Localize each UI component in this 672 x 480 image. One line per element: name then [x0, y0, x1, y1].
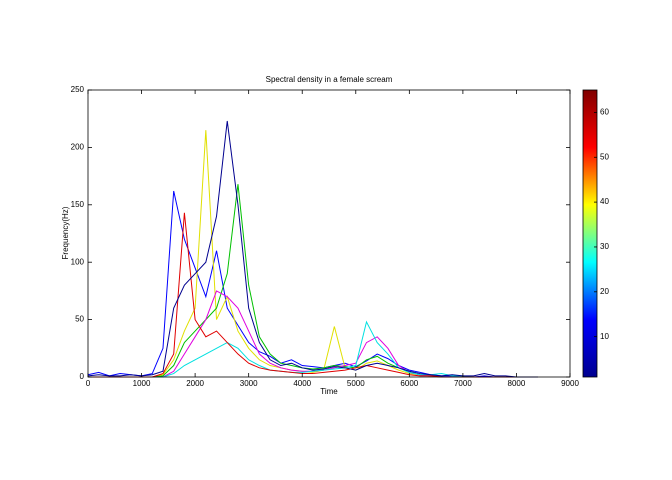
- x-tick-label: 4000: [293, 379, 311, 388]
- x-tick-label: 5000: [347, 379, 365, 388]
- colorbar-tick-label: 10: [600, 332, 609, 341]
- x-tick-label: 2000: [186, 379, 204, 388]
- y-tick-label: 200: [71, 143, 85, 152]
- x-tick-label: 1000: [133, 379, 151, 388]
- y-axis-label: Frequency(Hz): [61, 206, 70, 259]
- x-tick-label: 0: [86, 379, 91, 388]
- y-tick-label: 250: [71, 85, 85, 94]
- colorbar-tick-label: 30: [600, 242, 609, 251]
- x-tick-label: 9000: [561, 379, 579, 388]
- x-axis-label: Time: [320, 387, 338, 396]
- y-tick-label: 50: [75, 315, 84, 324]
- colorbar-tick-label: 60: [600, 108, 609, 117]
- plot-area: [88, 90, 570, 377]
- x-tick-label: 3000: [240, 379, 258, 388]
- x-tick-label: 7000: [454, 379, 472, 388]
- colorbar-tick-label: 20: [600, 287, 609, 296]
- y-tick-label: 0: [80, 372, 85, 381]
- colorbar-tick-label: 50: [600, 152, 609, 161]
- colorbar: [582, 89, 598, 378]
- x-tick-label: 6000: [400, 379, 418, 388]
- y-tick-label: 100: [71, 257, 85, 266]
- x-tick-label: 8000: [508, 379, 526, 388]
- colorbar-tick-label: 40: [600, 197, 609, 206]
- y-tick-label: 150: [71, 200, 85, 209]
- chart-title: Spectral density in a female scream: [266, 75, 393, 84]
- axes-box: [87, 89, 571, 378]
